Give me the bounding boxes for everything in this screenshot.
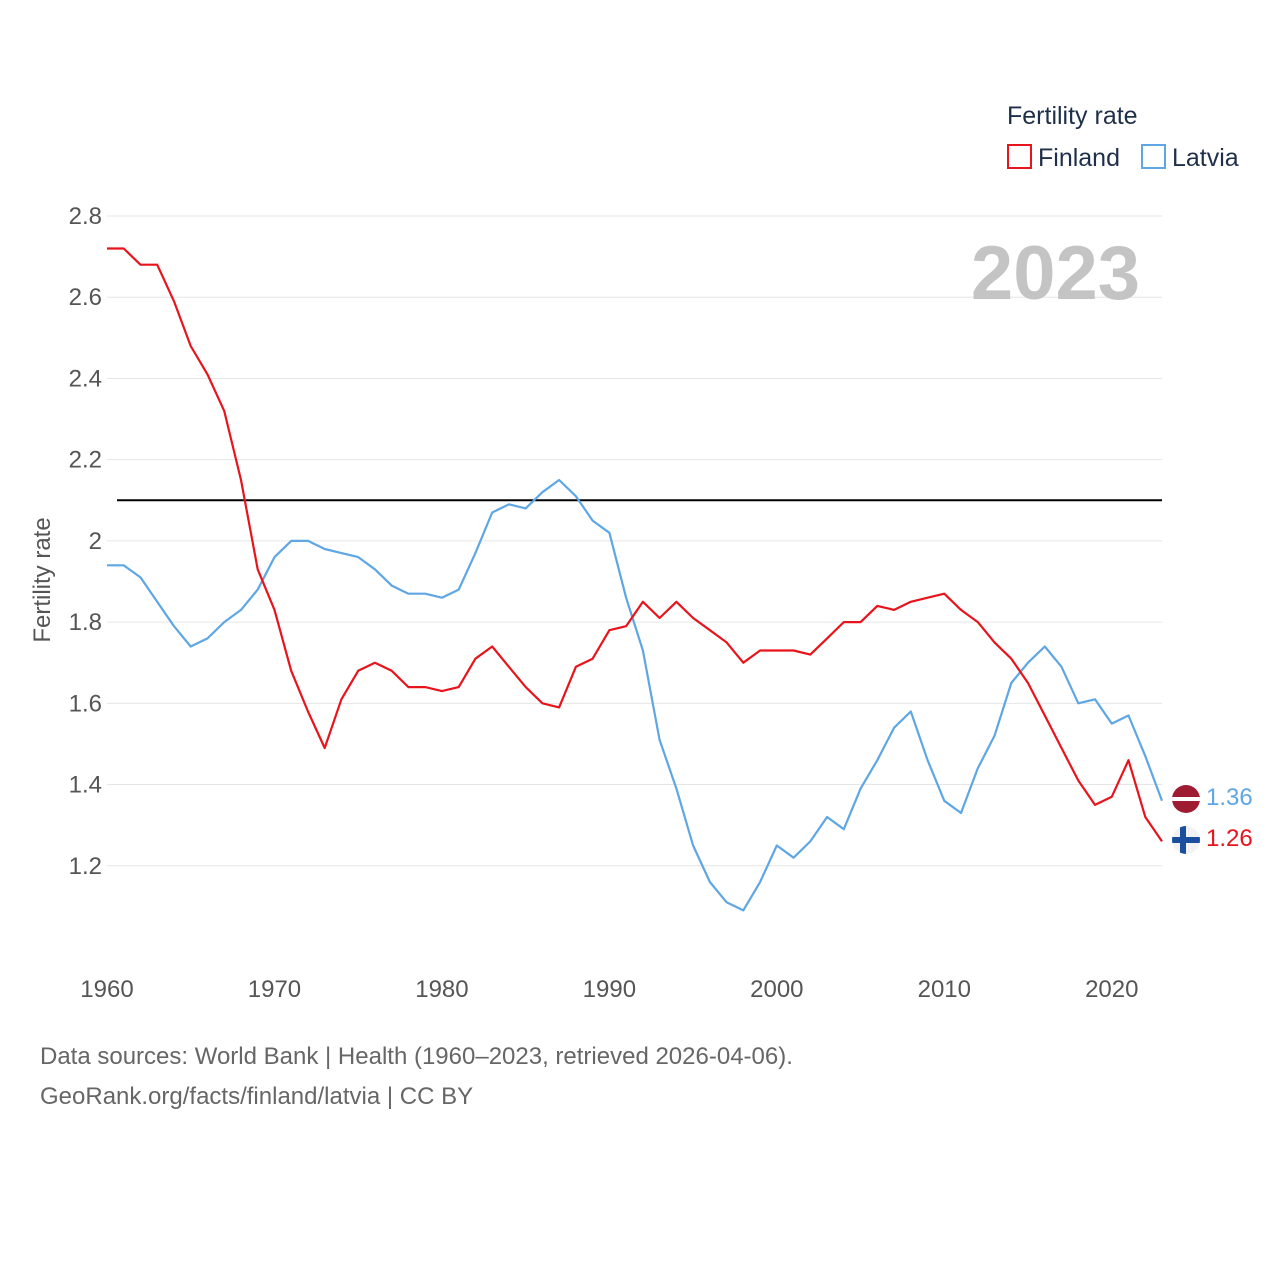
- legend[interactable]: Fertility rate Finland Latvia: [1007, 102, 1239, 172]
- y-tick-label: 1.6: [69, 690, 102, 717]
- series-layer: [107, 247, 1164, 912]
- x-tick-label: 2010: [918, 976, 971, 1003]
- legend-label-finland: Finland: [1038, 144, 1120, 172]
- y-tick-label: 1.4: [69, 772, 102, 799]
- y-tick-label: 2.4: [69, 365, 102, 392]
- legend-item-finland[interactable]: Finland: [1007, 144, 1120, 172]
- x-tick-label: 1970: [248, 976, 301, 1003]
- series-line-finland[interactable]: [107, 247, 1163, 843]
- data-source-note: Data sources: World Bank | Health (1960–…: [40, 1043, 793, 1070]
- y-tick-label: 1.8: [69, 609, 102, 636]
- x-tick-label: 1990: [583, 976, 636, 1003]
- series-line-latvia[interactable]: [107, 478, 1164, 912]
- x-axis-ticks: 1960 1970 1980 1990 2000 2010 2020: [80, 976, 1138, 1003]
- y-axis-ticks: 1.2 1.4 1.6 1.8 2 2.2 2.4 2.6 2.8: [69, 203, 102, 880]
- latvia-flag-icon: [1172, 785, 1200, 813]
- x-tick-label: 1980: [415, 976, 468, 1003]
- finland-flag-icon: [1172, 826, 1200, 854]
- y-tick-label: 1.2: [69, 853, 102, 880]
- credit-link[interactable]: GeoRank.org/facts/finland/latvia | CC BY: [40, 1083, 474, 1110]
- end-label-latvia: 1.36: [1206, 784, 1253, 811]
- y-axis-title: Fertility rate: [29, 517, 56, 642]
- year-watermark: 2023: [971, 231, 1140, 316]
- legend-item-latvia[interactable]: Latvia: [1141, 144, 1239, 172]
- end-label-finland: 1.26: [1206, 825, 1253, 852]
- legend-title: Fertility rate: [1007, 102, 1138, 130]
- legend-swatch-latvia: [1141, 144, 1166, 169]
- x-tick-label: 2020: [1085, 976, 1138, 1003]
- y-tick-label: 2.2: [69, 447, 102, 474]
- legend-label-latvia: Latvia: [1172, 144, 1239, 172]
- y-tick-label: 2.8: [69, 203, 102, 230]
- y-tick-label: 2: [89, 528, 102, 555]
- grid-lines: [107, 215, 1162, 867]
- x-tick-label: 2000: [750, 976, 803, 1003]
- fertility-rate-chart: 1.21.41.61.822.22.42.62.8 1960 1970 1980 19…: [29, 102, 1253, 1003]
- x-tick-label: 1960: [80, 976, 133, 1003]
- legend-swatch-finland: [1007, 144, 1032, 169]
- y-tick-label: 2.6: [69, 284, 102, 311]
